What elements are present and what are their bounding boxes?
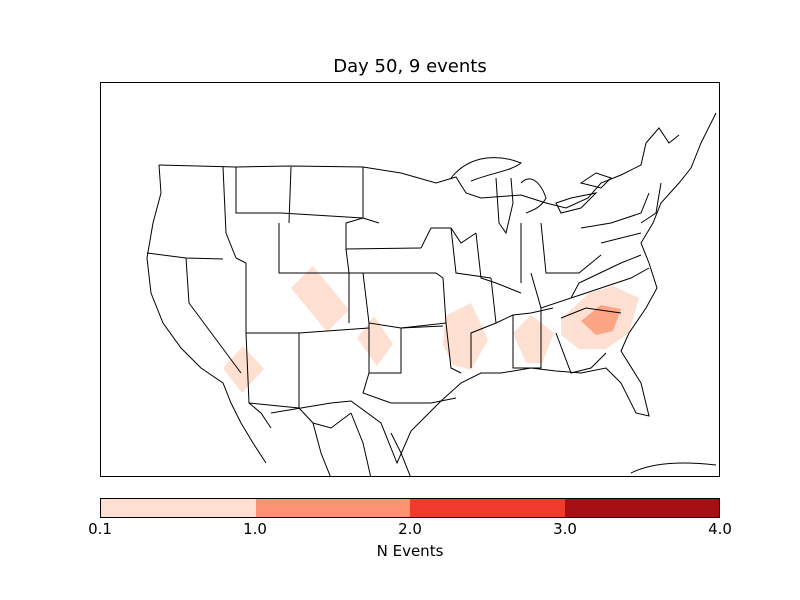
us-state-map: [146, 112, 717, 476]
map-title: Day 50, 9 events: [333, 56, 487, 77]
colorbar-tick: 4.0: [708, 520, 732, 538]
colorbar-tick: 2.0: [398, 520, 422, 538]
colorbar-segment-4: [564, 499, 719, 517]
map-panel: [100, 82, 720, 477]
colorbar-tick: 0.1: [88, 520, 112, 538]
colorbar-tick: 3.0: [553, 520, 577, 538]
colorbar-tick: 1.0: [243, 520, 267, 538]
event-region-arkansas: [443, 303, 488, 370]
event-region-sc-core: [581, 305, 621, 335]
boundaries: [146, 112, 717, 476]
event-region-colorado: [291, 266, 349, 332]
colorbar-segment-2: [255, 499, 410, 517]
colorbar: [100, 498, 720, 518]
colorbar-label: N Events: [376, 542, 444, 560]
event-region-arizona: [223, 346, 264, 393]
colorbar-segment-3: [410, 499, 565, 517]
event-shading: [223, 266, 639, 393]
event-region-mississippi: [513, 315, 554, 363]
colorbar-segment-1: [101, 499, 256, 517]
